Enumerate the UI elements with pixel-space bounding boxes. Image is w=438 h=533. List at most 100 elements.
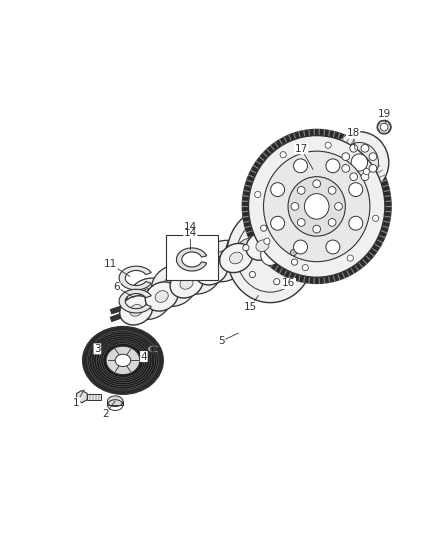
Ellipse shape (120, 296, 152, 325)
Text: 19: 19 (378, 109, 391, 119)
Circle shape (290, 249, 297, 256)
Ellipse shape (220, 244, 253, 272)
Circle shape (285, 232, 291, 238)
Ellipse shape (107, 396, 123, 407)
Circle shape (377, 120, 391, 134)
Ellipse shape (163, 276, 185, 296)
Ellipse shape (271, 216, 285, 230)
Circle shape (274, 279, 280, 285)
Text: 4: 4 (141, 352, 147, 361)
Ellipse shape (330, 132, 389, 193)
Ellipse shape (205, 264, 218, 276)
Ellipse shape (313, 180, 321, 188)
Ellipse shape (180, 278, 193, 289)
Ellipse shape (350, 144, 357, 152)
Ellipse shape (226, 228, 271, 270)
Circle shape (249, 271, 255, 278)
Ellipse shape (297, 219, 305, 227)
Ellipse shape (237, 238, 260, 259)
Ellipse shape (170, 269, 203, 298)
Text: 15: 15 (244, 302, 257, 311)
Ellipse shape (361, 144, 369, 152)
Text: 6: 6 (113, 282, 120, 292)
Text: 14: 14 (184, 228, 197, 238)
Ellipse shape (372, 215, 379, 221)
Circle shape (380, 123, 388, 131)
Ellipse shape (177, 253, 222, 294)
Ellipse shape (369, 153, 377, 160)
Ellipse shape (280, 152, 286, 158)
Ellipse shape (88, 330, 159, 390)
Text: 14: 14 (184, 222, 197, 232)
Ellipse shape (364, 168, 370, 175)
Ellipse shape (115, 354, 131, 367)
Ellipse shape (325, 142, 331, 148)
Ellipse shape (145, 282, 178, 311)
Ellipse shape (187, 263, 210, 284)
Circle shape (261, 225, 267, 231)
Ellipse shape (302, 264, 308, 271)
Ellipse shape (326, 159, 340, 173)
Polygon shape (177, 248, 207, 271)
Ellipse shape (254, 191, 261, 198)
Ellipse shape (297, 187, 305, 194)
Ellipse shape (138, 288, 161, 309)
Ellipse shape (155, 290, 168, 302)
Text: 16: 16 (282, 278, 295, 288)
Polygon shape (77, 391, 87, 403)
Ellipse shape (349, 216, 363, 230)
Ellipse shape (201, 240, 246, 282)
Ellipse shape (288, 176, 345, 236)
Text: 5: 5 (218, 336, 225, 346)
Text: 18: 18 (346, 128, 360, 138)
Ellipse shape (349, 183, 363, 197)
Bar (87, 393, 101, 400)
Ellipse shape (271, 183, 285, 197)
Ellipse shape (195, 256, 228, 285)
Ellipse shape (212, 251, 235, 271)
Ellipse shape (340, 142, 378, 182)
Ellipse shape (326, 240, 340, 254)
Ellipse shape (361, 173, 369, 181)
Polygon shape (148, 345, 159, 352)
Ellipse shape (293, 240, 307, 254)
Ellipse shape (328, 187, 336, 194)
Ellipse shape (130, 304, 143, 316)
Polygon shape (128, 230, 279, 329)
Ellipse shape (342, 165, 350, 172)
Ellipse shape (248, 135, 385, 277)
Ellipse shape (313, 225, 321, 233)
Ellipse shape (127, 278, 172, 320)
Ellipse shape (369, 165, 377, 172)
Text: 2: 2 (102, 409, 109, 419)
Ellipse shape (83, 327, 163, 394)
Ellipse shape (256, 240, 269, 252)
Ellipse shape (264, 151, 370, 262)
Polygon shape (119, 289, 151, 313)
Ellipse shape (261, 245, 280, 265)
Text: 1: 1 (73, 398, 80, 408)
Ellipse shape (152, 265, 197, 306)
Circle shape (243, 245, 249, 251)
Ellipse shape (106, 346, 140, 375)
Ellipse shape (242, 130, 391, 284)
Ellipse shape (227, 207, 314, 303)
Ellipse shape (350, 173, 357, 181)
Polygon shape (119, 266, 151, 290)
Ellipse shape (230, 252, 243, 264)
Text: 3: 3 (94, 344, 101, 354)
Ellipse shape (351, 154, 367, 171)
Ellipse shape (304, 193, 329, 219)
Ellipse shape (335, 203, 343, 210)
Circle shape (291, 259, 297, 265)
Text: 11: 11 (104, 259, 117, 269)
Ellipse shape (328, 219, 336, 227)
Bar (166, 235, 218, 280)
Ellipse shape (246, 231, 279, 260)
Ellipse shape (293, 159, 307, 173)
Ellipse shape (291, 203, 299, 210)
Ellipse shape (264, 238, 270, 244)
Ellipse shape (342, 153, 350, 160)
Text: 17: 17 (295, 144, 308, 154)
Ellipse shape (347, 255, 353, 261)
